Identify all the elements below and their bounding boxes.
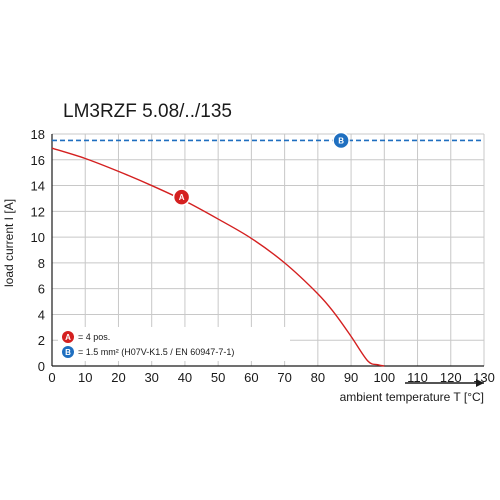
marker-b-label: B [338, 136, 344, 145]
x-axis-label: ambient temperature T [°C] [340, 390, 484, 404]
x-tick-label: 110 [407, 370, 428, 385]
legend-background [58, 327, 290, 361]
chart-title: LM3RZF 5.08/../135 [63, 101, 232, 122]
legend-marker-b-label: B [65, 348, 71, 357]
legend-entry-b: B = 1.5 mm² (H07V-K1.5 / EN 60947-7-1) [62, 346, 234, 358]
legend-marker-a [62, 331, 74, 343]
y-tick-label: 8 [38, 256, 45, 271]
legend-text-a: = 4 pos. [78, 332, 110, 342]
y-tick-label: 16 [31, 153, 45, 168]
x-tick-label: 60 [244, 370, 258, 385]
y-tick-label: 6 [38, 282, 45, 297]
x-tick-label: 70 [277, 370, 291, 385]
x-tick-label: 0 [48, 370, 55, 385]
y-tick-label: 12 [31, 204, 45, 219]
x-tick-label: 90 [344, 370, 358, 385]
y-tick-label: 2 [38, 333, 45, 348]
series-a-line [51, 147, 385, 367]
y-tick-label: 10 [31, 230, 45, 245]
marker-layer: AB [172, 131, 350, 206]
x-tick-label: 40 [178, 370, 192, 385]
x-tick-label: 100 [373, 370, 395, 385]
series-layer [51, 139, 484, 367]
marker-b: B [332, 131, 350, 150]
x-tick-label: 80 [311, 370, 325, 385]
y-axis-label: load current I [A] [2, 199, 16, 287]
y-tick-label: 14 [31, 179, 45, 194]
x-tick-label: 10 [78, 370, 92, 385]
y-tick-label: 0 [38, 359, 45, 374]
marker-a-label: A [179, 193, 185, 202]
legend-marker-a-label: A [65, 333, 71, 342]
grid [51, 133, 485, 367]
marker-a-circle [172, 188, 191, 206]
legend-entry-a: A = 4 pos. [62, 331, 110, 343]
x-tick-label: 130 [473, 370, 495, 385]
marker-b-circle [332, 131, 350, 150]
legend: A = 4 pos. B = 1.5 mm² (H07V-K1.5 / EN 6… [58, 327, 290, 361]
x-axis-arrow-head [476, 379, 484, 387]
x-tick-label: 50 [211, 370, 225, 385]
y-tick-label: 18 [31, 127, 45, 142]
marker-a: A [172, 188, 191, 206]
x-tick-label: 30 [144, 370, 158, 385]
axes [51, 134, 484, 387]
legend-text-b: = 1.5 mm² (H07V-K1.5 / EN 60947-7-1) [78, 347, 234, 357]
y-tick-labels: 0 2 4 6 8 10 12 14 16 18 [31, 127, 45, 374]
legend-marker-b [62, 346, 74, 358]
x-tick-label: 120 [440, 370, 462, 385]
x-tick-label: 20 [111, 370, 125, 385]
x-tick-labels: 0 10 20 30 40 50 60 70 80 90 100 110 120 130 [48, 370, 494, 385]
y-tick-label: 4 [38, 307, 45, 322]
